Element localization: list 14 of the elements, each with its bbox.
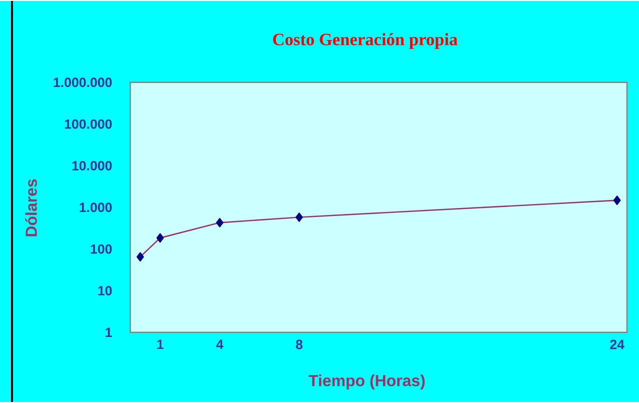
chart-title: Costo Generación propia <box>273 33 458 49</box>
y-tick-label: 1.000 <box>80 202 112 212</box>
y-tick-label: 1.000.000 <box>54 78 112 88</box>
y-tick-label: 100.000 <box>64 119 112 129</box>
x-tick-label: 24 <box>610 340 624 350</box>
x-tick-label: 8 <box>296 340 302 350</box>
y-tick-label: 10.000 <box>72 161 112 170</box>
y-axis-title: Dólares <box>25 179 37 236</box>
y-tick-label: 10 <box>98 286 112 296</box>
x-axis-title: Tiempo (Horas) <box>308 374 425 390</box>
y-tick-label: 100 <box>90 244 112 254</box>
x-tick-label: 1 <box>157 340 164 349</box>
y-tick-label: 1 <box>106 328 112 337</box>
x-tick-label: 4 <box>216 340 224 349</box>
